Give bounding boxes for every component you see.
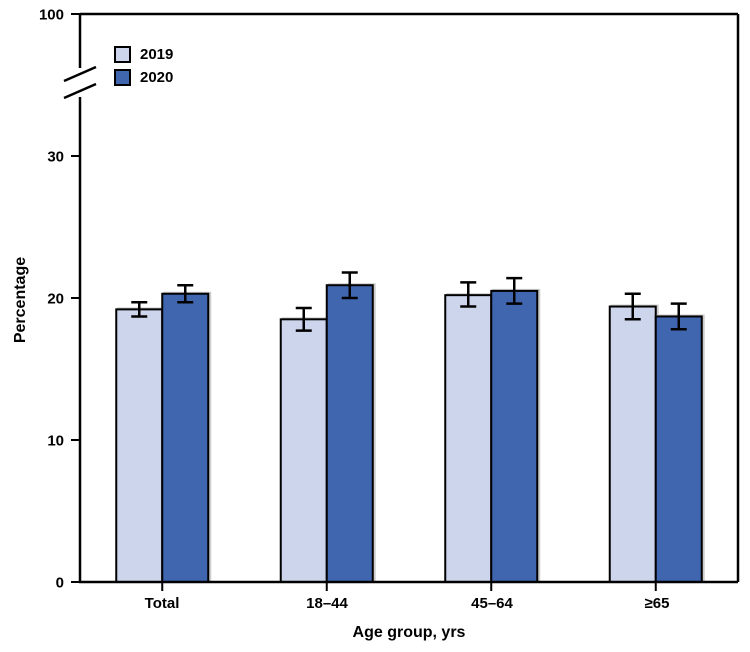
legend-row-2019: 2019: [114, 46, 173, 63]
x-tick-label-65plus: ≥65: [644, 595, 670, 612]
x-tick-label-18-44: 18–44: [306, 595, 348, 612]
legend-row-2020: 2020: [114, 69, 173, 86]
bar-2020-3: [654, 315, 703, 583]
y-tick-label-100: 100: [39, 6, 64, 23]
bar-2019-1: [279, 318, 328, 583]
x-axis-title: Age group, yrs: [352, 624, 466, 641]
bar-2020-2: [490, 289, 539, 583]
bar-2019-2: [444, 294, 493, 583]
y-axis-title: Percentage: [12, 256, 29, 344]
legend-swatch-2019: [114, 46, 131, 63]
axis-break-slash-lower: [63, 82, 97, 100]
bar-2020-0: [161, 292, 210, 583]
x-tick-label-total: Total: [144, 595, 180, 612]
bar-2020-1: [325, 284, 374, 583]
legend: 2019 2020: [114, 46, 173, 92]
legend-swatch-2020: [114, 69, 131, 86]
legend-label-2019: 2019: [140, 46, 174, 63]
y-tick-label-0: 0: [56, 574, 64, 591]
y-tick-label-30: 30: [47, 148, 64, 165]
y-tick-label-10: 10: [47, 432, 64, 449]
x-tick-label-45-64: 45–64: [471, 595, 513, 612]
y-tick-label-20: 20: [47, 290, 64, 307]
bar-2019-0: [115, 308, 164, 583]
axis-break-slash-upper: [63, 65, 97, 83]
bar-2019-3: [608, 305, 657, 583]
legend-label-2020: 2020: [140, 69, 174, 86]
